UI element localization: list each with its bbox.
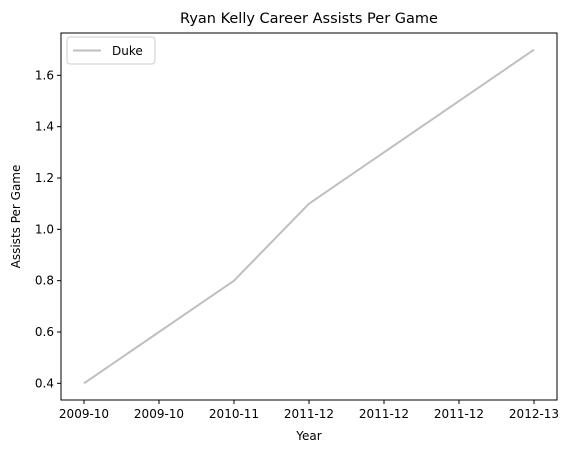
chart-title: Ryan Kelly Career Assists Per Game [180, 11, 438, 27]
plot-area: 0.4 0.6 0.8 1.0 1.2 1.4 1.6 2009-10 2009-10 2010-… [35, 48, 559, 421]
y-tick-label: 0.8 [35, 274, 54, 288]
x-tick-label: 2009-10 [134, 407, 184, 421]
axes-frame [60, 32, 558, 401]
series-line-duke [83, 48, 535, 385]
y-tick-label: 1.6 [35, 68, 54, 82]
x-tick-label: 2009-10 [59, 407, 109, 421]
x-tick-label: 2012-13 [509, 407, 559, 421]
legend: Duke [66, 36, 156, 65]
y-tick-label: 1.4 [35, 120, 54, 134]
x-tick-label: 2010-11 [209, 407, 259, 421]
x-tick-label: 2011-12 [284, 407, 334, 421]
y-tick-label: 1.0 [35, 222, 54, 236]
y-tick-label: 0.4 [35, 376, 54, 390]
x-tick-label: 2011-12 [434, 407, 484, 421]
x-axis-label: Year [295, 429, 321, 443]
legend-label-duke: Duke [112, 44, 143, 58]
y-axis-label: Assists Per Game [9, 165, 23, 269]
y-tick-label: 0.6 [35, 325, 54, 339]
x-tick-label: 2011-12 [359, 407, 409, 421]
y-tick-label: 1.2 [35, 171, 54, 185]
legend-box [66, 36, 156, 65]
